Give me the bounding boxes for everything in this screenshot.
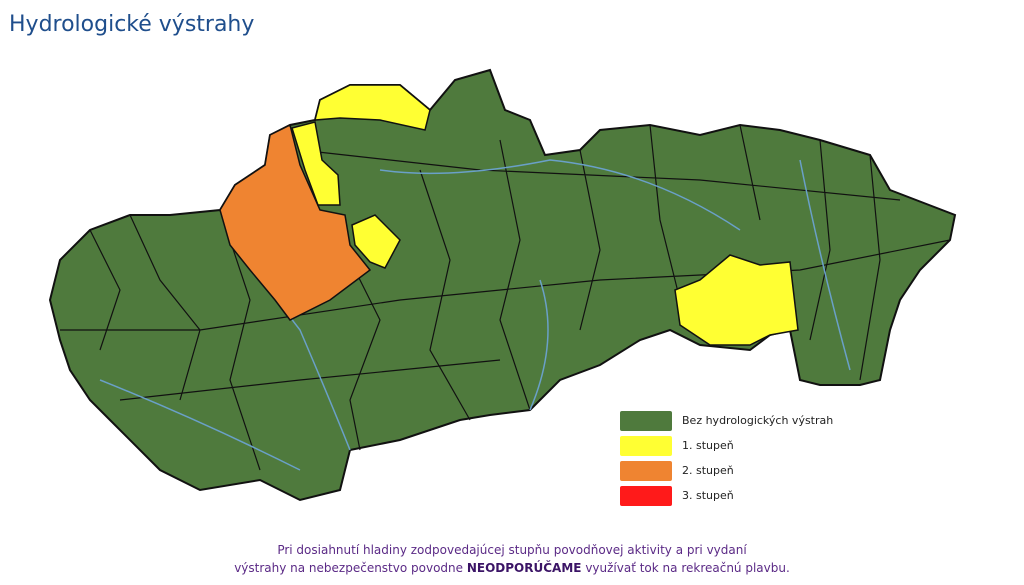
page-title: Hydrologické výstrahy [9, 12, 255, 37]
region-level2[interactable] [219, 123, 372, 321]
note-text: využívať tok na rekreačnú plavbu. [585, 561, 790, 575]
legend-item-level1: 1. stupeň [620, 433, 833, 458]
legend-item-level2: 2. stupeň [620, 458, 833, 483]
map-legend: Bez hydrologických výstrah 1. stupeň 2. … [620, 408, 833, 508]
legend-item-level3: 3. stupeň [620, 483, 833, 508]
legend-label: Bez hydrologických výstrah [682, 414, 834, 427]
warning-note: Pri dosiahnutí hladiny zodpovedajúcej st… [0, 541, 1024, 577]
legend-swatch [620, 485, 672, 506]
district-borders [60, 124, 951, 471]
legend-label: 3. stupeň [682, 489, 734, 502]
note-emphasis: NEODPORÚČAME [466, 561, 582, 575]
note-text: výstrahy na nebezpečenstvo povodne [234, 561, 464, 575]
note-line1: Pri dosiahnutí hladiny zodpovedajúcej st… [277, 543, 747, 557]
legend-swatch [620, 435, 672, 456]
legend-item-none: Bez hydrologických výstrah [620, 408, 833, 433]
legend-label: 2. stupeň [682, 464, 734, 477]
rivers [99, 159, 851, 471]
legend-label: 1. stupeň [682, 439, 734, 452]
legend-swatch [620, 410, 672, 431]
legend-swatch [620, 460, 672, 481]
note-line2: výstrahy na nebezpečenstvo povodne NEODP… [0, 559, 1024, 577]
regions-level1[interactable] [291, 84, 799, 346]
